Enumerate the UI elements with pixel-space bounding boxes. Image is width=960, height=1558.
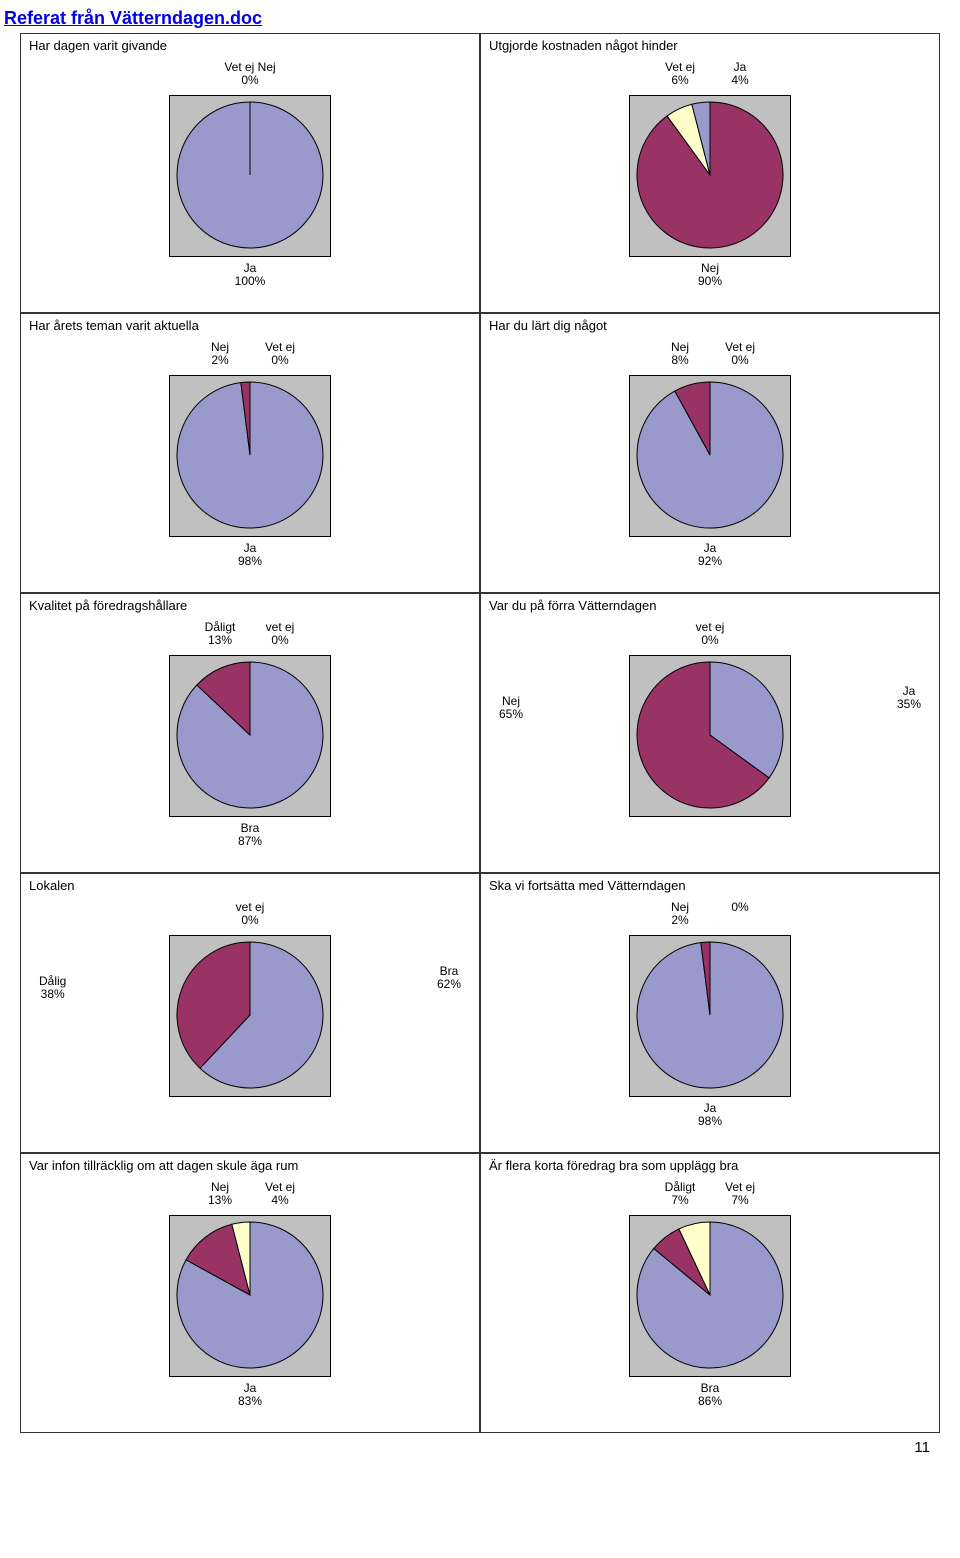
chart-label: Nej13% bbox=[208, 1181, 232, 1207]
chart-label: Nej90% bbox=[698, 262, 722, 288]
chart-wrap: Nej8% Vet ej0% Ja92% bbox=[489, 335, 931, 575]
chart-label: Ja4% bbox=[731, 61, 748, 87]
chart-title: Ska vi fortsätta med Vätterndagen bbox=[489, 878, 931, 893]
chart-title: Lokalen bbox=[29, 878, 471, 893]
chart-cell: Kvalitet på föredragshållare Dåligt13% vet… bbox=[20, 593, 480, 873]
chart-label: Nej8% bbox=[671, 341, 689, 367]
chart-label: Vet ej6% bbox=[665, 61, 695, 87]
chart-title: Har årets teman varit aktuella bbox=[29, 318, 471, 333]
chart-cell: Är flera korta föredrag bra som upplägg … bbox=[480, 1153, 940, 1433]
pie bbox=[175, 1220, 325, 1370]
chart-label: Ja83% bbox=[238, 1382, 262, 1408]
chart-cell: Lokalen vet ej0% Dålig38% Bra62% bbox=[20, 873, 480, 1153]
page-number: 11 bbox=[0, 1433, 960, 1476]
chart-label: Nej2% bbox=[671, 901, 689, 927]
chart-title: Har dagen varit givande bbox=[29, 38, 471, 53]
chart-label: Vet ej0% bbox=[725, 341, 755, 367]
chart-wrap: Nej2% Vet ej0% Ja98% bbox=[29, 335, 471, 575]
charts-grid: Har dagen varit givande Vet ej Nej0% Ja100… bbox=[0, 33, 960, 1433]
chart-label: Nej65% bbox=[499, 695, 523, 721]
pie bbox=[175, 100, 325, 250]
chart-title: Kvalitet på föredragshållare bbox=[29, 598, 471, 613]
chart-wrap: Vet ej Nej0% Ja100% bbox=[29, 55, 471, 295]
pie bbox=[175, 380, 325, 530]
pie bbox=[635, 940, 785, 1090]
pie bbox=[635, 1220, 785, 1370]
chart-label: Vet ej0% bbox=[265, 341, 295, 367]
chart-label: Bra62% bbox=[437, 965, 461, 991]
chart-wrap: Nej2% 0% Ja98% bbox=[489, 895, 931, 1135]
chart-label: Ja100% bbox=[235, 262, 266, 288]
pie bbox=[175, 660, 325, 810]
pie bbox=[635, 380, 785, 530]
chart-cell: Var du på förra Vätterndagen vet ej0% Nej6… bbox=[480, 593, 940, 873]
chart-title: Utgjorde kostnaden något hinder bbox=[489, 38, 931, 53]
chart-label: Vet ej Nej0% bbox=[224, 61, 275, 87]
chart-label: Ja98% bbox=[238, 542, 262, 568]
chart-label: Bra87% bbox=[238, 822, 262, 848]
chart-wrap: Dåligt13% vet ej0% Bra87% bbox=[29, 615, 471, 855]
chart-cell: Ska vi fortsätta med Vätterndagen Nej2% 0%… bbox=[480, 873, 940, 1153]
chart-label: Ja35% bbox=[897, 685, 921, 711]
page-title: Referat från Vätterndagen.doc bbox=[0, 0, 960, 33]
chart-label: vet ej0% bbox=[236, 901, 265, 927]
chart-label: Ja92% bbox=[698, 542, 722, 568]
chart-label: Bra86% bbox=[698, 1382, 722, 1408]
chart-label: Vet ej7% bbox=[725, 1181, 755, 1207]
chart-label: 0% bbox=[731, 901, 748, 914]
chart-cell: Har årets teman varit aktuella Nej2% Vet e… bbox=[20, 313, 480, 593]
chart-wrap: Vet ej6% Ja4% Nej90% bbox=[489, 55, 931, 295]
chart-label: Dåligt7% bbox=[665, 1181, 696, 1207]
chart-wrap: vet ej0% Dålig38% Bra62% bbox=[29, 895, 471, 1135]
chart-title: Var infon tillräcklig om att dagen skule… bbox=[29, 1158, 471, 1173]
chart-label: Nej2% bbox=[211, 341, 229, 367]
chart-title: Har du lärt dig något bbox=[489, 318, 931, 333]
chart-cell: Utgjorde kostnaden något hinder Vet ej6% J… bbox=[480, 33, 940, 313]
chart-cell: Har du lärt dig något Nej8% Vet ej0% Ja92% bbox=[480, 313, 940, 593]
chart-label: Dåligt13% bbox=[205, 621, 236, 647]
chart-wrap: Dåligt7% Vet ej7% Bra86% bbox=[489, 1175, 931, 1415]
pie bbox=[635, 100, 785, 250]
chart-wrap: vet ej0% Nej65% Ja35% bbox=[489, 615, 931, 855]
chart-wrap: Nej13% Vet ej4% Ja83% bbox=[29, 1175, 471, 1415]
pie bbox=[175, 940, 325, 1090]
chart-cell: Har dagen varit givande Vet ej Nej0% Ja100… bbox=[20, 33, 480, 313]
chart-title: Är flera korta föredrag bra som upplägg … bbox=[489, 1158, 931, 1173]
chart-cell: Var infon tillräcklig om att dagen skule… bbox=[20, 1153, 480, 1433]
chart-label: vet ej0% bbox=[696, 621, 725, 647]
chart-label: Dålig38% bbox=[39, 975, 66, 1001]
pie bbox=[635, 660, 785, 810]
chart-label: Vet ej4% bbox=[265, 1181, 295, 1207]
chart-label: Ja98% bbox=[698, 1102, 722, 1128]
chart-title: Var du på förra Vätterndagen bbox=[489, 598, 931, 613]
chart-label: vet ej0% bbox=[266, 621, 295, 647]
